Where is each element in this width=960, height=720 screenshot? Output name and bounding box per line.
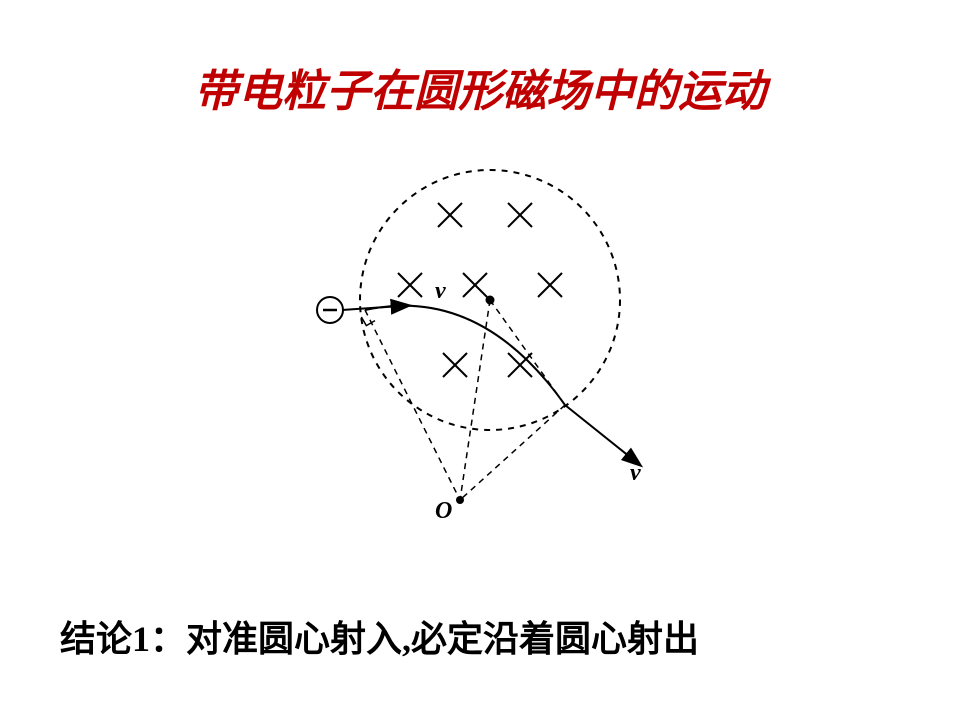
field-center-point [486, 296, 495, 305]
physics-diagram: Ov v [260, 150, 700, 575]
right-angle-marker [361, 312, 375, 326]
construction-line [460, 300, 490, 500]
diagram-svg: Ov v [260, 150, 700, 570]
exit-velocity-arrow [565, 405, 640, 465]
field-cross-icon [508, 203, 532, 227]
field-cross-icon [538, 273, 562, 297]
orbit-center-label: O [435, 498, 452, 524]
conclusion-text: 结论1：对准圆心射入,必定沿着圆心射出 [60, 610, 699, 662]
field-cross-icon [443, 353, 467, 377]
field-cross-icon [438, 203, 462, 227]
field-cross-icon [398, 273, 422, 297]
field-cross-icon [508, 353, 532, 377]
page-title: 带电粒子在圆形磁场中的运动 [0, 55, 960, 119]
construction-line [365, 310, 460, 500]
velocity-label-in: v [435, 278, 446, 304]
construction-line [460, 405, 565, 500]
velocity-label-out: v [630, 460, 641, 486]
charged-particle-icon [317, 297, 343, 323]
field-cross-icon [463, 273, 487, 297]
orbit-center-point [456, 496, 464, 504]
